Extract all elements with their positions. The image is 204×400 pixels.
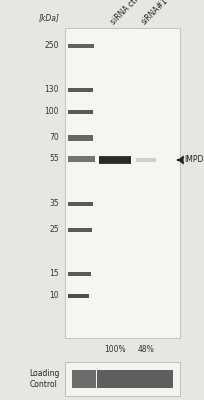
- Text: siRNA#1: siRNA#1: [140, 0, 170, 26]
- Bar: [97, 370, 173, 388]
- Bar: [99, 157, 131, 163]
- Bar: [99, 158, 131, 162]
- Text: IMPDH2: IMPDH2: [185, 156, 204, 164]
- Text: 35: 35: [49, 200, 59, 208]
- Text: Loading
Control: Loading Control: [29, 369, 59, 389]
- Bar: [68, 135, 93, 140]
- Text: 55: 55: [49, 154, 59, 163]
- Text: 250: 250: [45, 42, 59, 50]
- Bar: [68, 202, 93, 206]
- Bar: [65, 28, 180, 338]
- Text: 48%: 48%: [137, 346, 154, 354]
- Text: 25: 25: [50, 226, 59, 234]
- Text: 70: 70: [49, 134, 59, 142]
- Bar: [68, 110, 93, 114]
- Text: 100%: 100%: [104, 346, 126, 354]
- Bar: [68, 44, 94, 48]
- Bar: [136, 158, 155, 162]
- Text: 130: 130: [45, 86, 59, 94]
- Bar: [99, 158, 131, 162]
- Bar: [99, 156, 131, 163]
- Text: 10: 10: [50, 292, 59, 300]
- Bar: [99, 156, 131, 164]
- Bar: [65, 362, 180, 396]
- Text: siRNA ctrl: siRNA ctrl: [109, 0, 142, 26]
- Text: 15: 15: [50, 270, 59, 278]
- Text: [kDa]: [kDa]: [38, 14, 59, 22]
- Bar: [72, 370, 96, 388]
- Bar: [68, 156, 95, 162]
- Bar: [68, 294, 89, 298]
- Bar: [68, 228, 92, 232]
- Text: 100: 100: [45, 108, 59, 116]
- Bar: [68, 88, 93, 92]
- Polygon shape: [178, 155, 184, 165]
- Bar: [68, 272, 91, 276]
